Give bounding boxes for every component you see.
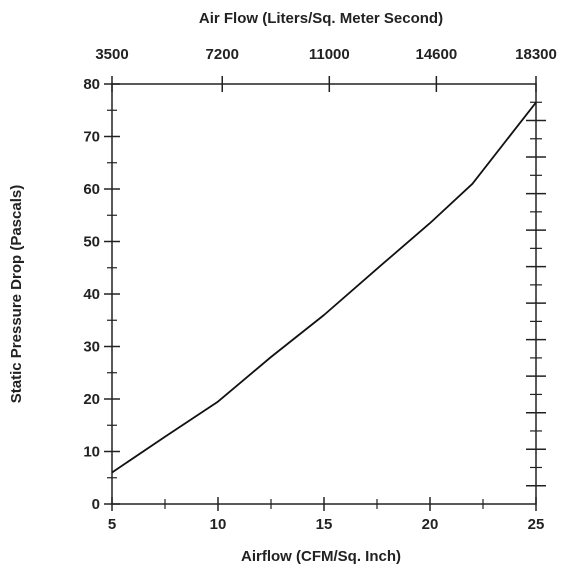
top-axis-title: Air Flow (Liters/Sq. Meter Second) — [199, 10, 443, 27]
y-tick-label: 60 — [83, 181, 100, 198]
y-tick-label: 50 — [83, 234, 100, 251]
series-layer — [111, 101, 537, 474]
y-tick-label: 40 — [83, 286, 100, 303]
y-tick-label: 20 — [83, 391, 100, 408]
y-tick-label: 30 — [83, 339, 100, 356]
x2-tick-label: 18300 — [515, 46, 557, 63]
x2-tick-label: 7200 — [206, 46, 239, 63]
y-tick-label: 10 — [83, 444, 100, 461]
y-tick-label: 70 — [83, 129, 100, 146]
plot-frame — [111, 83, 537, 505]
x-tick-label: 10 — [210, 516, 227, 533]
x-tick-label: 20 — [422, 516, 439, 533]
x-tick-label: 25 — [528, 516, 545, 533]
bottom-axis-title: Airflow (CFM/Sq. Inch) — [241, 548, 401, 565]
y-tick-label: 0 — [92, 496, 100, 513]
x2-tick-label: 3500 — [95, 46, 128, 63]
x-tick-label: 15 — [316, 516, 333, 533]
ticks-layer: 5 10 15 20 25 3500 7200 11000 14600 18300 0 10 20 30 4… — [83, 46, 557, 533]
y-tick-label: 80 — [83, 76, 100, 93]
x2-tick-label: 11000 — [309, 46, 350, 63]
x2-tick-label: 14600 — [416, 46, 458, 63]
x-tick-label: 5 — [108, 516, 116, 533]
series-line — [111, 101, 537, 474]
left-axis-title: Static Pressure Drop (Pascals) — [8, 185, 25, 403]
